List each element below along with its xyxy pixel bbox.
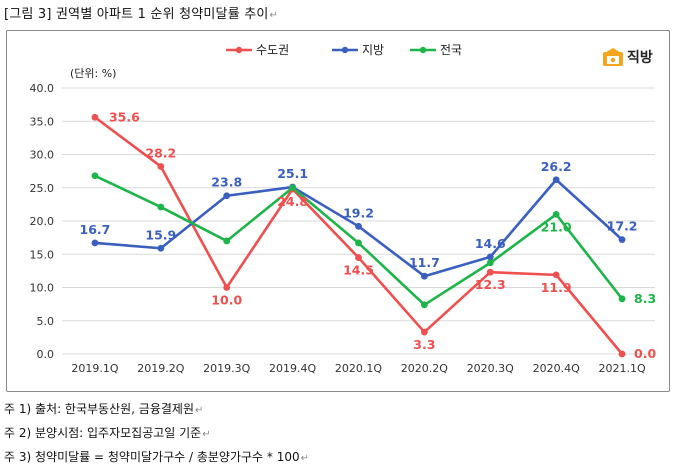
legend-label: 수도권 <box>256 43 289 57</box>
y-tick-label: 20.0 <box>30 215 55 228</box>
data-label: 11.9 <box>541 280 572 295</box>
y-tick-label: 0.0 <box>37 348 55 361</box>
data-label: 0.0 <box>634 346 656 361</box>
data-point <box>618 236 626 244</box>
data-label: 8.3 <box>634 291 656 306</box>
data-point <box>289 184 297 192</box>
brand-logo: 직방 <box>602 47 653 67</box>
legend-marker <box>341 46 349 54</box>
x-tick-label: 2019.4Q <box>269 362 316 375</box>
data-point <box>157 244 165 252</box>
footnote-text: 주 1) 출처: 한국부동산원, 금융결제원 <box>4 402 194 416</box>
data-label: 17.2 <box>607 219 638 234</box>
data-point <box>355 222 362 230</box>
caption-text: [그림 3] 권역별 아파트 1 순위 청약미달률 추이 <box>4 7 269 22</box>
data-label: 21.0 <box>541 219 572 234</box>
logo-text: 직방 <box>627 50 653 66</box>
data-label: 14.5 <box>343 263 374 278</box>
data-label: 12.3 <box>475 277 506 292</box>
chart-frame <box>6 30 670 392</box>
x-tick-label: 2021.1Q <box>598 362 645 375</box>
data-point <box>552 210 560 218</box>
data-point <box>618 295 626 303</box>
data-point <box>157 163 165 170</box>
footnote-2: 주 2) 분양시점: 입주자모집공고일 기준↵ <box>4 422 309 446</box>
data-label: 15.9 <box>145 227 176 242</box>
figure-caption: [그림 3] 권역별 아파트 1 순위 청약미달률 추이↵ <box>4 3 278 22</box>
x-tick-label: 2019.3Q <box>203 362 250 375</box>
y-tick-label: 5.0 <box>37 315 55 328</box>
y-tick-label: 40.0 <box>30 82 55 95</box>
paragraph-mark: ↵ <box>300 453 309 464</box>
data-point <box>486 259 494 267</box>
legend-marker <box>419 46 427 54</box>
footnotes: 주 1) 출처: 한국부동산원, 금융결제원↵ 주 2) 분양시점: 입주자모집… <box>4 398 309 470</box>
footnote-1: 주 1) 출처: 한국부동산원, 금융결제원↵ <box>4 398 309 422</box>
data-label: 26.2 <box>541 159 572 174</box>
y-tick-label: 25.0 <box>30 182 55 195</box>
data-point <box>91 172 99 180</box>
data-point <box>420 328 428 336</box>
data-point <box>355 239 362 247</box>
data-label: 24.8 <box>277 194 308 209</box>
paragraph-mark: ↵ <box>269 10 279 21</box>
footnote-3: 주 3) 청약미달률 = 청약미달가구수 / 총분양가구수 * 100↵ <box>4 446 309 470</box>
data-label: 23.8 <box>211 175 242 190</box>
y-tick-label: 35.0 <box>30 115 55 128</box>
y-tick-label: 30.0 <box>30 149 55 162</box>
line-chart: 0.0 5.0 10.0 15.0 20.0 25.0 30.0 35.0 40.0 (단위: %… <box>30 43 657 375</box>
data-label: 3.3 <box>413 337 435 352</box>
data-label: 11.7 <box>409 255 440 270</box>
data-point <box>486 253 494 261</box>
data-label: 19.2 <box>343 205 374 220</box>
data-point <box>420 272 428 280</box>
legend-marker <box>235 46 243 54</box>
x-tick-label: 2020.2Q <box>401 362 448 375</box>
x-tick-label: 2019.2Q <box>137 362 184 375</box>
data-point <box>223 284 231 291</box>
data-point <box>157 203 165 211</box>
data-point <box>486 268 494 276</box>
x-tick-label: 2020.4Q <box>533 362 580 375</box>
data-label: 16.7 <box>80 222 111 237</box>
data-point <box>223 237 231 245</box>
unit-label: (단위: %) <box>70 67 116 80</box>
data-label: 28.2 <box>145 145 176 160</box>
footnote-text: 주 3) 청약미달률 = 청약미달가구수 / 총분양가구수 * 100 <box>4 450 300 464</box>
data-point <box>91 239 99 247</box>
data-point <box>552 176 560 184</box>
data-label: 10.0 <box>211 293 242 308</box>
paragraph-mark: ↵ <box>202 429 211 440</box>
data-point <box>91 113 99 121</box>
footnote-text: 주 2) 분양시점: 입주자모집공고일 기준 <box>4 426 202 440</box>
x-tick-label: 2019.1Q <box>71 362 118 375</box>
legend-label: 전국 <box>440 43 462 57</box>
house-icon <box>603 48 623 66</box>
y-tick-label: 15.0 <box>30 248 55 261</box>
x-tick-label: 2020.3Q <box>467 362 514 375</box>
data-label: 25.1 <box>277 166 308 181</box>
data-point <box>420 301 428 309</box>
data-point <box>618 350 626 358</box>
data-label: 14.6 <box>475 236 506 251</box>
x-tick-label: 2020.1Q <box>335 362 382 375</box>
data-point <box>552 271 560 279</box>
data-point <box>223 192 231 200</box>
data-point <box>355 254 362 261</box>
legend-label: 지방 <box>362 43 384 57</box>
paragraph-mark: ↵ <box>195 405 204 416</box>
y-tick-label: 10.0 <box>30 282 55 295</box>
data-label: 35.6 <box>109 109 140 124</box>
